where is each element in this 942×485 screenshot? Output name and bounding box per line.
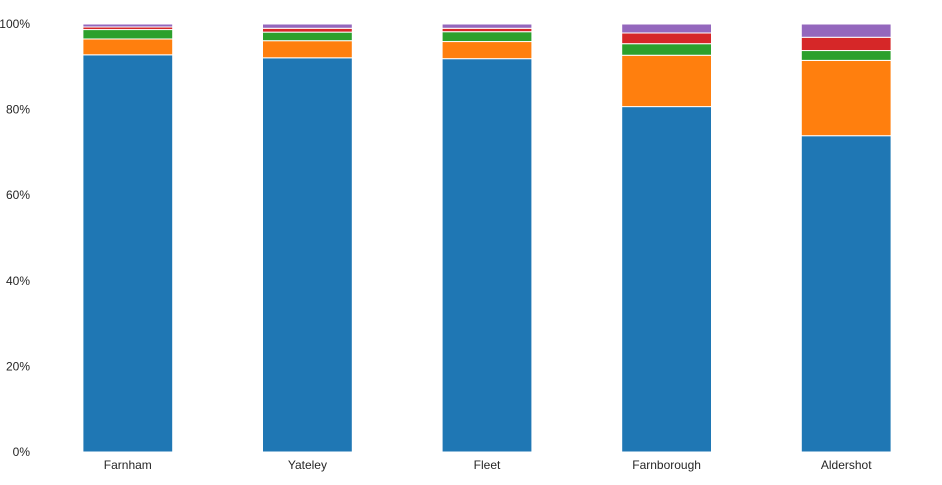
- x-tick-label-yateley: Yateley: [288, 458, 327, 472]
- bar-segment-farnham-1: [82, 54, 174, 453]
- bar-segment-fleet-5: [441, 23, 533, 29]
- bar-segment-aldershot-2: [800, 59, 892, 137]
- y-axis: 0% 20% 40% 60% 80% 100%: [0, 17, 30, 459]
- bar-segment-fleet-1: [441, 58, 533, 453]
- bar-segment-farnborough-2: [621, 54, 713, 108]
- bar-segment-yateley-1: [262, 57, 353, 453]
- y-tick-label-0: 0%: [13, 445, 31, 459]
- bar-segment-aldershot-4: [800, 36, 892, 52]
- y-tick-label-60: 60%: [6, 188, 30, 202]
- bar-segment-farnham-3: [82, 29, 174, 40]
- bar-segment-fleet-4: [441, 27, 533, 33]
- y-tick-label-80: 80%: [6, 103, 30, 117]
- bar-segment-fleet-2: [441, 41, 533, 60]
- x-tick-label-farnborough: Farnborough: [632, 458, 701, 472]
- bars-group: [82, 23, 892, 453]
- bar-segment-farnham-2: [82, 38, 174, 56]
- bar-segment-farnborough-1: [621, 106, 713, 453]
- bar-segment-yateley-2: [262, 40, 353, 59]
- y-tick-label-100: 100%: [0, 17, 30, 31]
- x-tick-label-aldershot: Aldershot: [821, 458, 872, 472]
- x-tick-label-farnham: Farnham: [104, 458, 152, 472]
- bar-segment-yateley-3: [262, 31, 353, 42]
- bar-segment-yateley-5: [262, 23, 353, 29]
- bar-segment-farnborough-3: [621, 43, 713, 56]
- bar-segment-farnborough-4: [621, 32, 713, 45]
- bar-segment-yateley-4: [262, 27, 353, 33]
- y-tick-label-40: 40%: [6, 274, 30, 288]
- y-tick-label-20: 20%: [6, 359, 30, 373]
- x-tick-label-fleet: Fleet: [474, 458, 501, 472]
- bar-segment-farnborough-5: [621, 23, 713, 34]
- bar-segment-aldershot-3: [800, 50, 892, 61]
- bar-segment-aldershot-5: [800, 23, 892, 38]
- bar-segment-fleet-3: [441, 31, 533, 43]
- x-axis: Farnham Yateley Fleet Farnborough Aldershot: [104, 458, 872, 472]
- bar-segment-farnham-5: [82, 23, 174, 28]
- bar-segment-aldershot-1: [800, 135, 892, 453]
